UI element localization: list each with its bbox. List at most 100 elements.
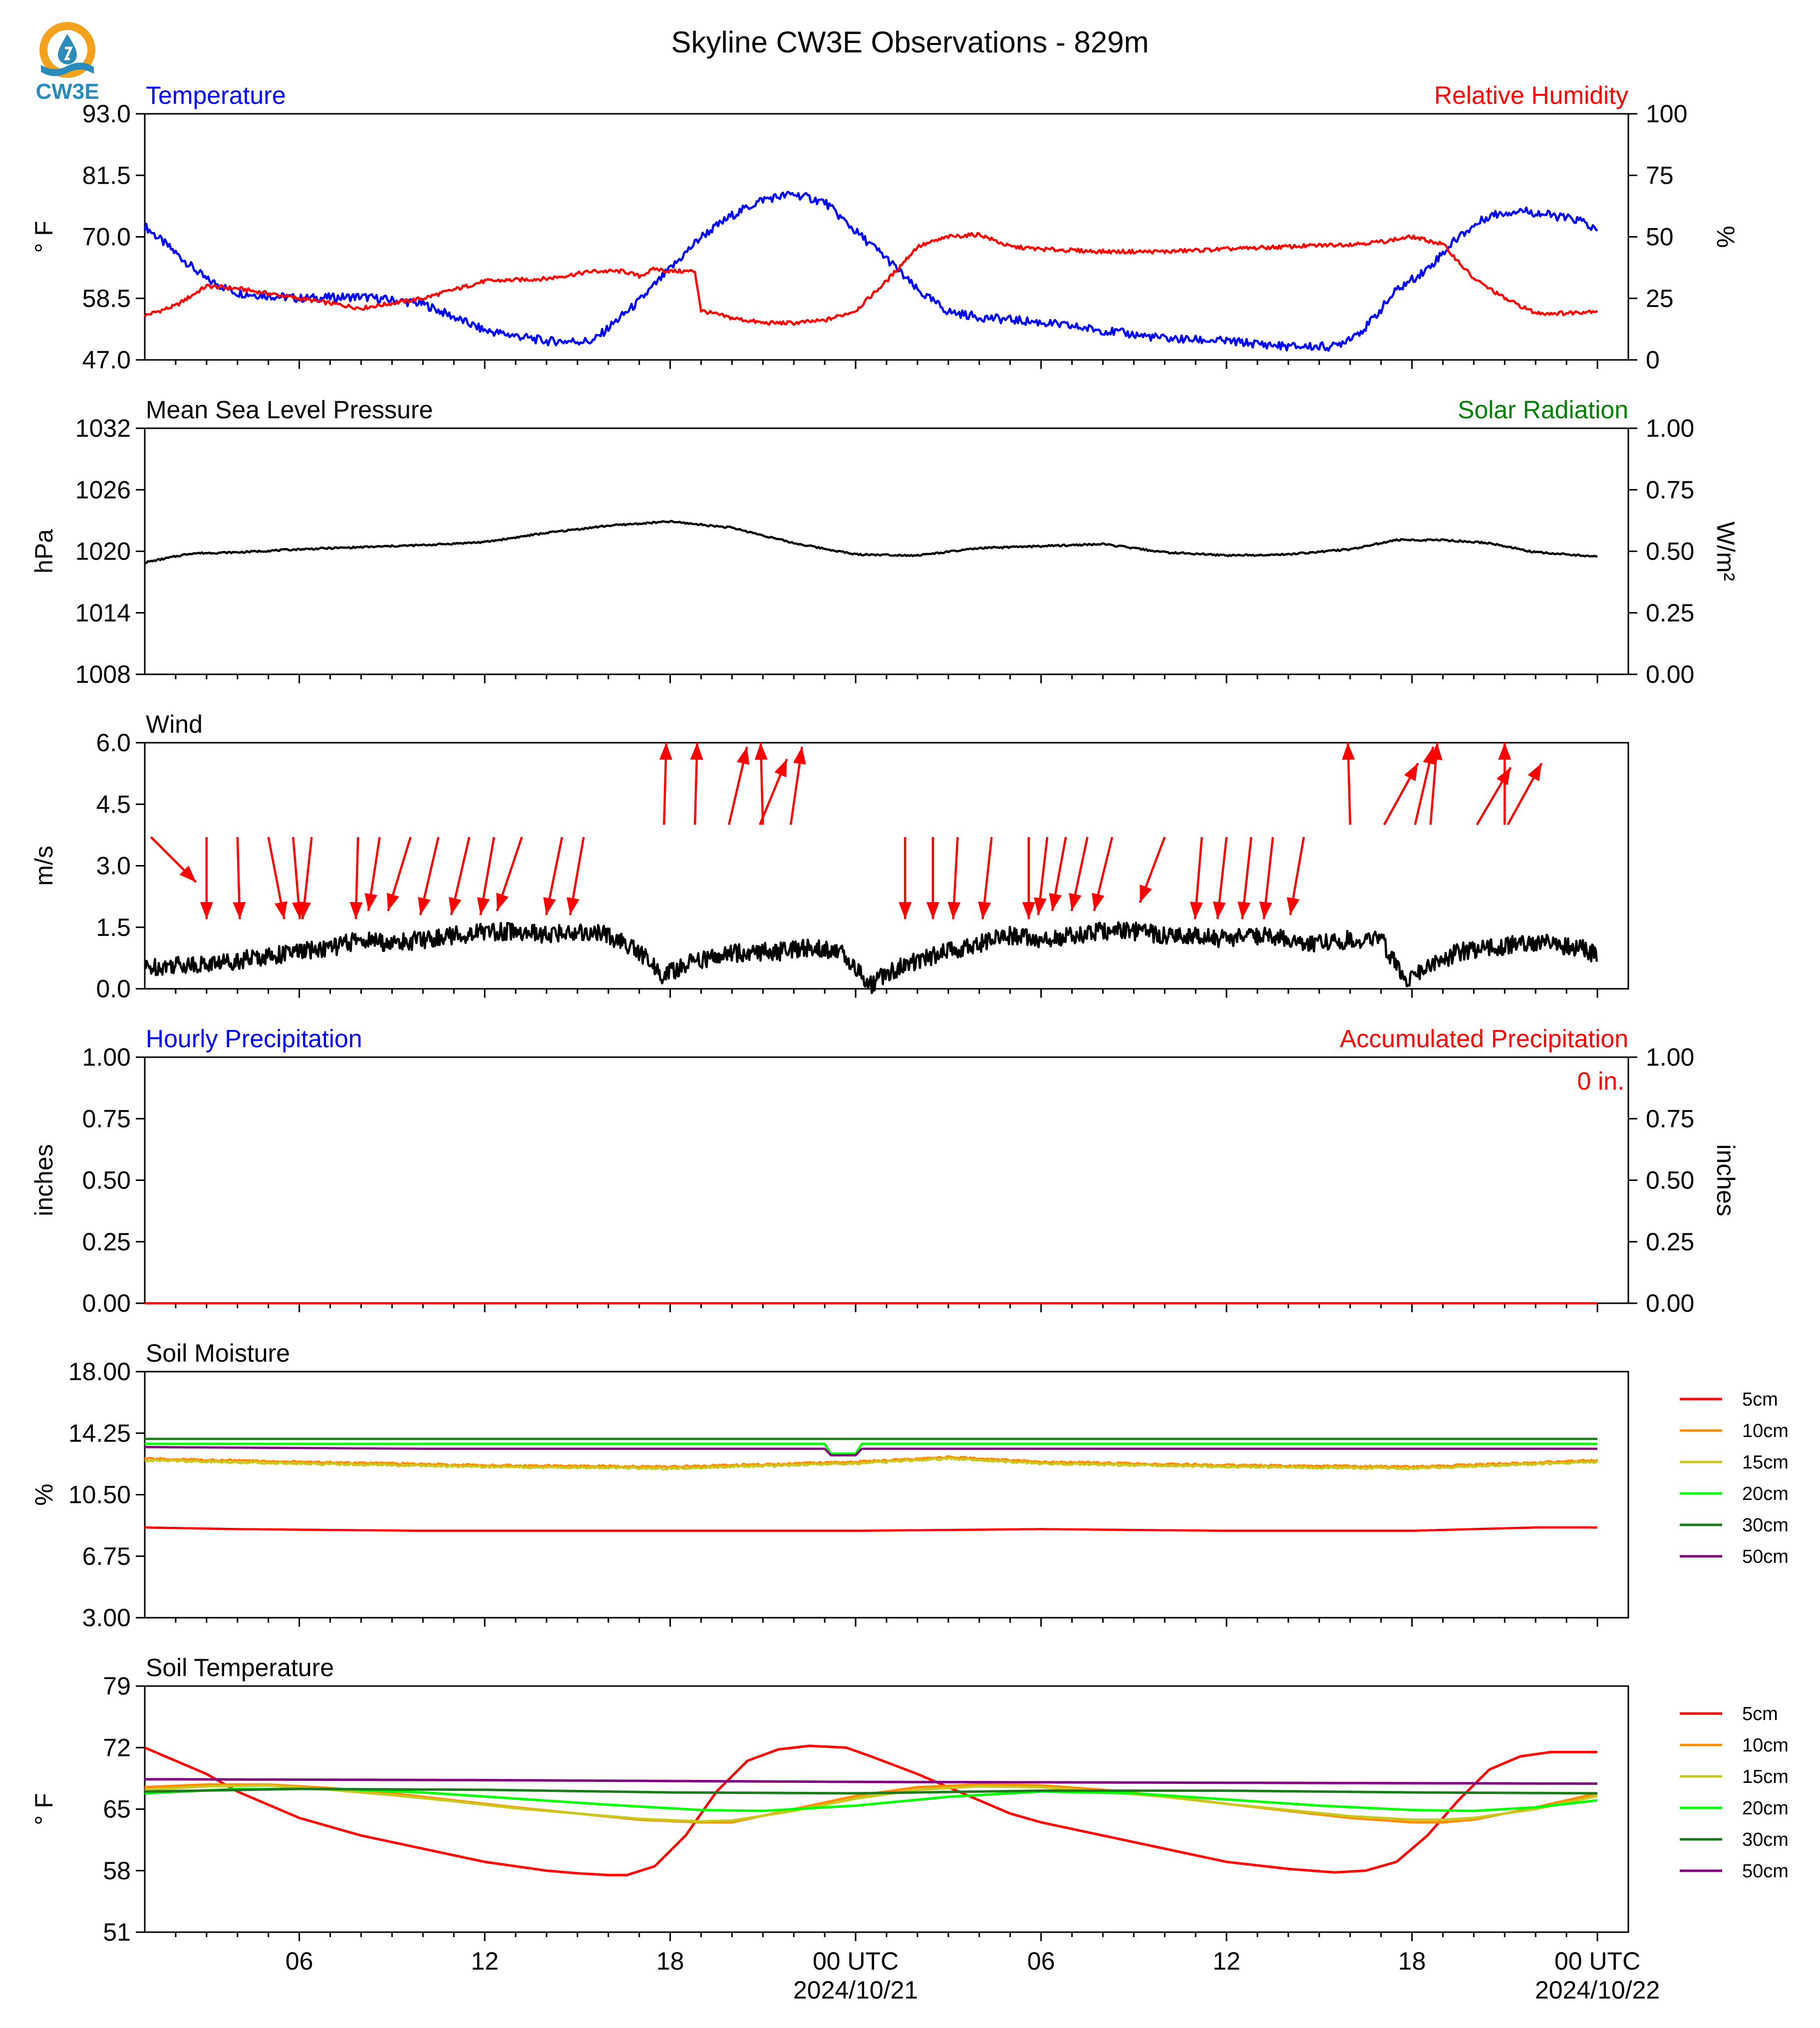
wind-arrow-head (1429, 743, 1443, 760)
logo-text: CW3E (35, 79, 99, 104)
y-axis-label-left: % (30, 1483, 58, 1505)
panel-title-left: Mean Sea Level Pressure (146, 396, 433, 424)
wind-arrow-head (978, 901, 991, 919)
legend-label: 30cm (1742, 1829, 1789, 1850)
wind-arrow-head (1022, 902, 1035, 919)
y-tick-label-left: 0.00 (82, 1289, 131, 1317)
series-line-30cm (144, 1787, 1598, 1795)
y-tick-label-left: 6.75 (82, 1542, 131, 1570)
y-tick-label-right: 0.25 (1646, 1228, 1694, 1256)
y-tick-label-left: 0.50 (82, 1166, 131, 1194)
panel-title-left: Wind (146, 710, 203, 738)
y-tick-label-right: 25 (1646, 285, 1674, 312)
y-tick-label-left: 1.5 (96, 913, 131, 941)
wind-arrow-head (947, 901, 961, 919)
y-tick-label-left: 1014 (75, 599, 131, 627)
y-tick-label-left: 1026 (75, 476, 131, 504)
series-line-5cm (144, 1526, 1598, 1532)
y-tick-label-left: 58.5 (82, 285, 131, 312)
x-tick-label: 18 (656, 1947, 684, 1975)
y-tick-label-left: 18.00 (68, 1358, 131, 1386)
plot-frame (144, 1056, 1629, 1304)
y-axis-label-right: inches (1712, 1144, 1740, 1216)
x-tick-sublabel: 2024/10/21 (793, 1976, 918, 2004)
y-tick-label-left: 65 (103, 1795, 131, 1823)
legend-label: 10cm (1742, 1421, 1789, 1442)
y-tick-label-right: 75 (1646, 161, 1674, 189)
y-axis-label-right: % (1712, 226, 1740, 248)
panel-soil-temperature: Soil Temperature 79 72 65 58 51 ° F 06 12 18 00 UT… (30, 1654, 1789, 2004)
x-tick-label: 12 (1213, 1947, 1240, 1975)
legend-label: 50cm (1742, 1861, 1789, 1882)
wind-arrow-head (1259, 901, 1272, 919)
y-tick-label-left: 4.5 (96, 790, 131, 818)
wind-arrow-head (1423, 747, 1436, 765)
wind-arrow-head (449, 897, 462, 915)
y-tick-label-left: 72 (103, 1734, 131, 1761)
wind-arrow-head (298, 901, 311, 919)
y-axis-label-right: W/m² (1712, 522, 1740, 581)
y-tick-label-left: 0.0 (96, 975, 131, 1003)
series-line-15cm (145, 1456, 1598, 1471)
y-tick-label-right: 0.00 (1646, 660, 1694, 688)
wind-arrow-head (1237, 901, 1251, 919)
wind-arrow-head (543, 897, 556, 915)
wind-arrow-head (774, 759, 787, 778)
legend-label: 50cm (1742, 1546, 1789, 1567)
panels: Temperature Relative Humidity 93.0 81.5 70.0… (30, 81, 1789, 2004)
panel-title-right: Relative Humidity (1434, 81, 1628, 109)
plot-frame (144, 742, 1629, 990)
y-tick-label-left: 1.00 (82, 1043, 131, 1071)
panel-title-left: Temperature (146, 81, 286, 109)
wind-arrow-head (349, 902, 363, 919)
wind-arrow-head (200, 902, 213, 919)
y-tick-label-left: 70.0 (82, 223, 131, 251)
legend-label: 15cm (1742, 1766, 1789, 1787)
y-tick-label-right: 0.75 (1646, 1105, 1694, 1133)
wind-arrow-head (690, 743, 703, 760)
y-axis-label-left: ° F (30, 1793, 58, 1825)
wind-arrow-head (659, 743, 672, 760)
legend-label: 30cm (1742, 1515, 1789, 1536)
wind-arrow-head (1342, 743, 1355, 760)
x-tick-label: 06 (286, 1947, 313, 1975)
y-axis-label-left: ° F (30, 221, 58, 253)
wind-arrow-head (1498, 743, 1512, 760)
y-tick-label-left: 3.0 (96, 852, 131, 880)
panel-title-left: Soil Moisture (146, 1339, 290, 1367)
wind-arrow-head (899, 902, 912, 919)
wind-arrow-head (418, 897, 431, 915)
series-line-mean-sea-level-pressure (144, 520, 1598, 565)
legend-label: 20cm (1742, 1483, 1789, 1504)
panel-title-left: Hourly Precipitation (146, 1025, 362, 1053)
legend-label: 20cm (1742, 1798, 1789, 1819)
figure-title: Skyline CW3E Observations - 829m (671, 25, 1149, 59)
series-line-50cm (145, 1446, 1598, 1456)
y-tick-label-left: 47.0 (82, 346, 131, 374)
series-line-20cm (144, 1787, 1598, 1812)
y-tick-label-left: 51 (103, 1918, 131, 1946)
cw3e-logo-mark: CW3E (35, 22, 99, 104)
x-tick-label: 00 UTC (1554, 1947, 1640, 1975)
x-tick-label: 00 UTC (813, 1947, 899, 1975)
y-tick-label-left: 1020 (75, 538, 131, 566)
wind-arrow-head (737, 747, 750, 765)
x-tick-label: 06 (1027, 1947, 1055, 1975)
y-tick-label-left: 1032 (75, 414, 131, 442)
y-axis-label-left: hPa (30, 529, 58, 574)
y-tick-label-left: 79 (103, 1672, 131, 1700)
panel-wind: Wind 6.0 4.5 3.0 1.5 0.0 m/s (30, 710, 1629, 1003)
legend-label: 15cm (1742, 1452, 1789, 1473)
legend-label: 5cm (1742, 1389, 1778, 1410)
y-tick-label-right: 0.75 (1646, 476, 1694, 504)
y-tick-label-left: 81.5 (82, 161, 131, 189)
wind-arrow-head (386, 892, 399, 911)
panel-title-left: Soil Temperature (146, 1654, 334, 1682)
y-tick-label-left: 0.25 (82, 1228, 131, 1256)
wind-arrow-head (926, 902, 939, 919)
wind-arrow-head (275, 901, 288, 919)
plot-frame (144, 427, 1629, 675)
panel-pressure-solar: Mean Sea Level Pressure Solar Radiation 10… (30, 396, 1740, 688)
accumulated-precip-annotation: 0 in. (1577, 1067, 1624, 1095)
